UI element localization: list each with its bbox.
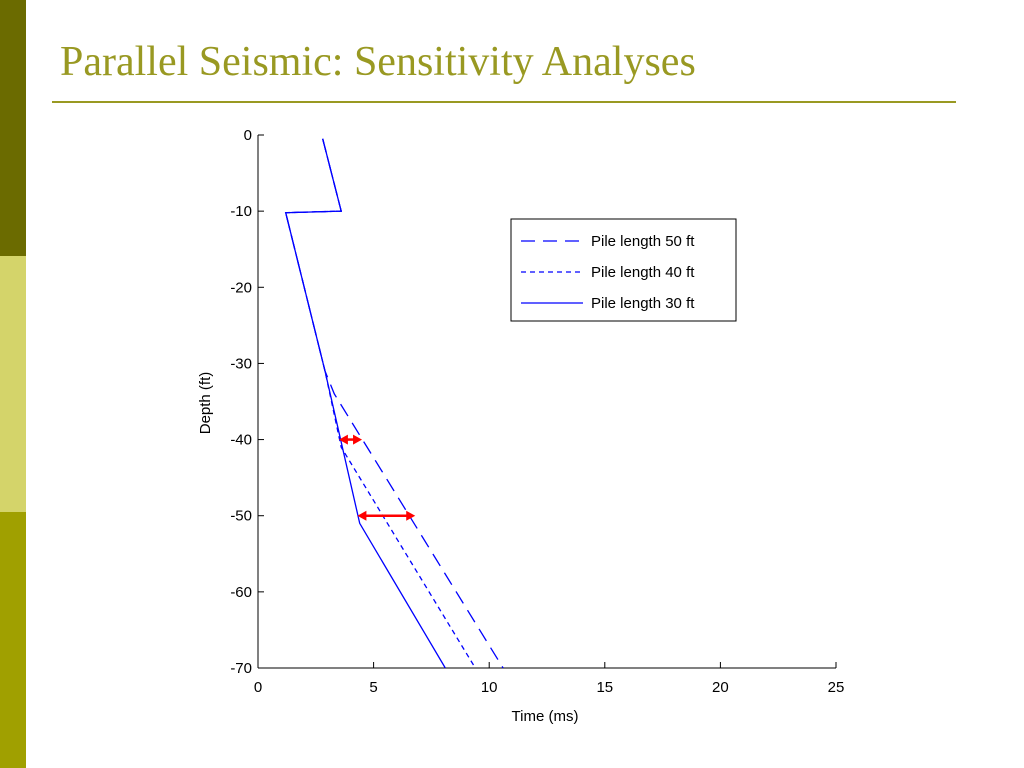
sidebar-stripe-mid [0,512,26,768]
y-tick-label: 0 [244,127,252,144]
chart-legend: Pile length 50 ft Pile length 40 ft Pile l… [510,218,737,322]
x-tick-label: 25 [828,679,845,696]
title-underline [52,101,956,103]
x-tick-label: 5 [369,679,377,696]
x-tick-label: 15 [596,679,613,696]
legend-label: Pile length 40 ft [591,264,695,281]
y-tick-label: -60 [230,584,252,601]
slide-title: Parallel Seismic: Sensitivity Analyses [60,39,696,85]
series-line-pile-length-50-ft [284,138,504,669]
y-tick-label: -70 [230,660,252,677]
y-tick-label: -30 [230,355,252,372]
chart-axes: 0 5 10 15 20 25 0 -10 -20 -30 -40 -50 -60 -70 [230,127,844,696]
arrow-head-right [353,434,363,445]
x-axis-label: Time (ms) [512,708,579,725]
chart-annotations [338,434,416,521]
legend-box [510,218,737,322]
x-tick-label: 10 [481,679,498,696]
y-tick-label: -50 [230,508,252,525]
x-tick-label: 0 [254,679,262,696]
arrow-head-right [406,510,416,521]
legend-label: Pile length 30 ft [591,295,695,312]
series-line-pile-length-40-ft [284,138,476,669]
y-tick-label: -10 [230,203,252,220]
series-line-pile-length-30-ft [284,138,446,669]
y-tick-label: -20 [230,279,252,296]
sidebar-stripe-light [0,256,26,512]
sidebar-stripe-dark [0,0,26,256]
arrow-head-left [338,434,348,445]
y-axis-label: Depth (ft) [197,372,214,435]
chart-series [284,138,504,669]
arrow-head-left [357,510,367,521]
depth-time-chart: 0 5 10 15 20 25 0 -10 -20 -30 -40 -50 -60 -70 Pile le… [197,127,844,725]
legend-label: Pile length 50 ft [591,233,695,250]
x-tick-label: 20 [712,679,729,696]
y-tick-label: -40 [230,432,252,449]
